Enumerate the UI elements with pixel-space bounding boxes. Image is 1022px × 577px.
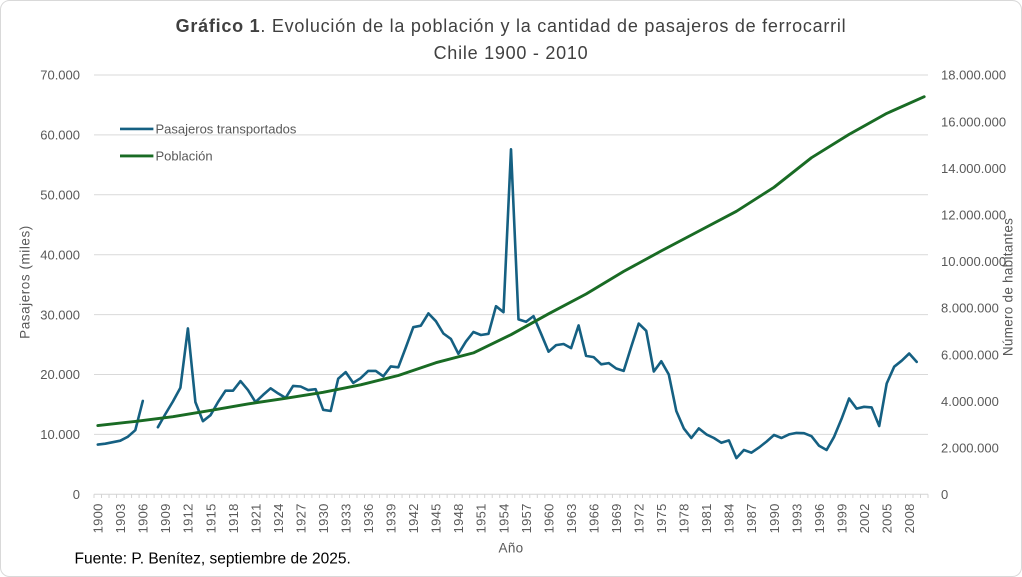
svg-text:1951: 1951 [474, 503, 489, 533]
svg-text:0: 0 [941, 487, 948, 502]
svg-text:2.000.000: 2.000.000 [941, 441, 999, 456]
svg-text:1915: 1915 [203, 503, 218, 533]
svg-text:1999: 1999 [834, 503, 849, 533]
svg-text:60.000: 60.000 [40, 128, 80, 143]
svg-text:Fuente: P. Benítez, septiembre: Fuente: P. Benítez, septiembre de 2025. [75, 550, 351, 567]
svg-text:70.000: 70.000 [40, 68, 80, 83]
svg-text:1981: 1981 [699, 503, 714, 533]
svg-text:1948: 1948 [451, 503, 466, 533]
svg-text:1960: 1960 [541, 503, 556, 533]
svg-text:Población: Población [156, 149, 213, 164]
svg-text:16.000.000: 16.000.000 [941, 114, 1006, 129]
svg-text:0: 0 [73, 487, 80, 502]
svg-text:1909: 1909 [158, 503, 173, 533]
svg-text:14.000.000: 14.000.000 [941, 161, 1006, 176]
svg-text:1975: 1975 [654, 503, 669, 533]
svg-text:4.000.000: 4.000.000 [941, 394, 999, 409]
svg-text:1963: 1963 [564, 503, 579, 533]
svg-text:1912: 1912 [181, 503, 196, 533]
svg-text:1954: 1954 [496, 503, 511, 533]
svg-text:1921: 1921 [248, 503, 263, 533]
svg-text:1945: 1945 [429, 503, 444, 533]
svg-text:18.000.000: 18.000.000 [941, 68, 1006, 83]
svg-text:1957: 1957 [519, 503, 534, 533]
svg-text:1933: 1933 [338, 503, 353, 533]
svg-text:1984: 1984 [722, 503, 737, 533]
svg-text:Chile 1900 - 2010: Chile 1900 - 2010 [434, 43, 589, 63]
svg-text:1924: 1924 [271, 503, 286, 533]
svg-text:10.000: 10.000 [40, 427, 80, 442]
svg-text:1927: 1927 [293, 503, 308, 533]
svg-text:1972: 1972 [631, 503, 646, 533]
svg-text:6.000.000: 6.000.000 [941, 347, 999, 362]
svg-text:Número de habitantes: Número de habitantes [1000, 218, 1015, 356]
svg-text:1987: 1987 [744, 503, 759, 533]
svg-text:40.000: 40.000 [40, 247, 80, 262]
svg-text:2005: 2005 [879, 503, 894, 533]
svg-text:1918: 1918 [226, 503, 241, 533]
svg-text:1900: 1900 [91, 503, 106, 533]
svg-text:Pasajeros (miles): Pasajeros (miles) [17, 225, 32, 339]
svg-text:12.000.000: 12.000.000 [941, 208, 1006, 223]
svg-text:1942: 1942 [406, 503, 421, 533]
svg-text:2008: 2008 [902, 503, 917, 533]
svg-text:1930: 1930 [316, 503, 331, 533]
svg-text:1936: 1936 [361, 503, 376, 533]
svg-text:1969: 1969 [609, 503, 624, 533]
svg-text:2002: 2002 [857, 503, 872, 533]
svg-text:1993: 1993 [789, 503, 804, 533]
svg-text:Pasajeros transportados: Pasajeros transportados [156, 122, 297, 137]
svg-text:20.000: 20.000 [40, 367, 80, 382]
svg-text:1906: 1906 [136, 503, 151, 533]
svg-text:10.000.000: 10.000.000 [941, 254, 1006, 269]
svg-text:1978: 1978 [677, 503, 692, 533]
svg-text:1990: 1990 [767, 503, 782, 533]
svg-text:Gráfico 1. Evolución de la pob: Gráfico 1. Evolución de la población y l… [176, 16, 847, 36]
svg-text:30.000: 30.000 [40, 307, 80, 322]
svg-text:Año: Año [499, 540, 524, 555]
svg-text:1903: 1903 [113, 503, 128, 533]
svg-text:8.000.000: 8.000.000 [941, 301, 999, 316]
svg-text:1939: 1939 [384, 503, 399, 533]
svg-text:1966: 1966 [586, 503, 601, 533]
svg-text:1996: 1996 [812, 503, 827, 533]
svg-text:50.000: 50.000 [40, 188, 80, 203]
